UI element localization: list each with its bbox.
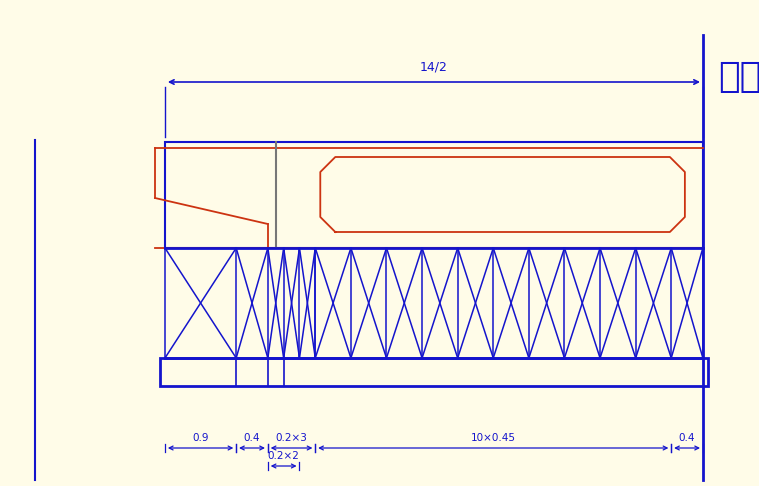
Text: 中线: 中线 xyxy=(718,60,759,94)
Text: 0.2×3: 0.2×3 xyxy=(276,433,307,443)
Text: 14/2: 14/2 xyxy=(420,61,448,74)
Text: 0.9: 0.9 xyxy=(192,433,209,443)
Bar xyxy=(165,142,703,248)
Bar xyxy=(160,358,708,386)
Text: 10×0.45: 10×0.45 xyxy=(471,433,516,443)
Text: 0.2×2: 0.2×2 xyxy=(268,451,300,461)
Text: 0.4: 0.4 xyxy=(244,433,260,443)
Text: 0.4: 0.4 xyxy=(679,433,695,443)
